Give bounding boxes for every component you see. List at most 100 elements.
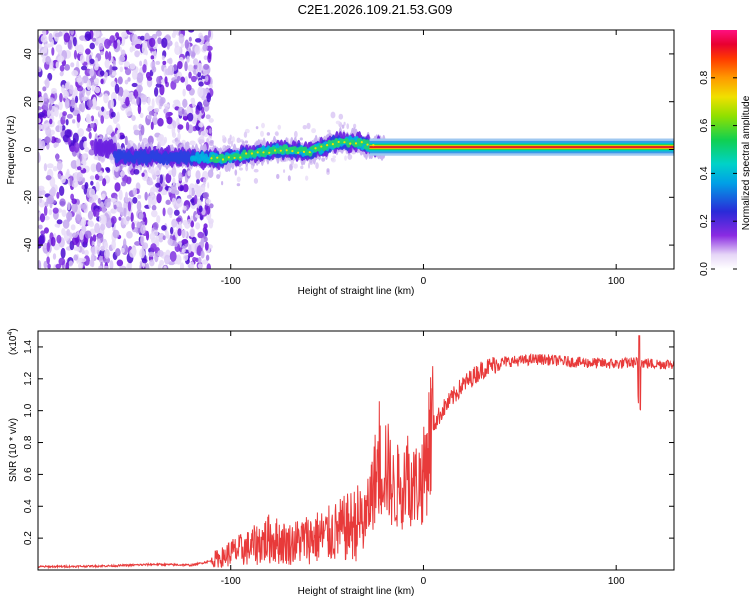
noise-speck	[110, 80, 117, 88]
noise-speck	[47, 195, 55, 204]
noise-speck	[150, 121, 154, 131]
noise-speck	[103, 241, 109, 250]
ridge-blob	[365, 139, 370, 146]
ridge-blob	[283, 144, 289, 151]
noise-speck	[201, 259, 209, 265]
noise-speck	[165, 199, 171, 205]
noise-speck	[151, 33, 158, 40]
noise-speck	[176, 75, 181, 82]
noise-speck	[147, 96, 151, 106]
noise-speck	[266, 132, 271, 136]
noise-speck	[67, 137, 72, 146]
noise-speck	[101, 193, 106, 200]
noise-speck	[194, 45, 201, 55]
noise-speck	[255, 126, 259, 130]
noise-speck	[221, 181, 224, 186]
noise-speck	[321, 157, 326, 162]
noise-speck	[55, 153, 59, 162]
noise-speck	[175, 217, 182, 222]
noise-speck	[208, 128, 212, 135]
noise-speck	[57, 173, 62, 180]
noise-speck	[155, 182, 161, 188]
noise-speck	[188, 30, 195, 33]
noise-speck	[136, 72, 144, 84]
noise-speck	[260, 130, 264, 137]
noise-speck	[47, 263, 51, 269]
noise-speck	[72, 132, 79, 144]
noise-speck	[44, 78, 50, 89]
noise-speck	[94, 86, 101, 94]
colorbar-tick-label: 0.6	[699, 118, 710, 132]
noise-speck	[43, 163, 48, 172]
noise-speck	[94, 77, 100, 85]
noise-speck	[140, 124, 145, 136]
noise-speck	[104, 50, 109, 61]
noise-speck	[81, 136, 87, 143]
noise-speck	[131, 82, 138, 88]
noise-speck	[39, 195, 43, 204]
ridge-peak	[216, 156, 219, 159]
noise-speck	[158, 237, 164, 243]
noise-speck	[124, 135, 128, 146]
ridge-peak	[314, 147, 317, 150]
x-axis-label-spectrogram: Height of straight line (km)	[298, 286, 415, 297]
noise-speck	[48, 33, 53, 43]
noise-speck	[70, 62, 75, 68]
noise-speck	[190, 261, 195, 269]
noise-speck	[206, 92, 212, 103]
noise-speck	[71, 198, 77, 205]
noise-speck	[89, 58, 95, 65]
noise-speck	[101, 106, 105, 112]
noise-speck	[131, 69, 138, 80]
noise-speck	[38, 66, 42, 73]
noise-speck	[173, 30, 177, 37]
ridge-peak	[268, 151, 271, 154]
noise-speck	[100, 223, 106, 231]
noise-speck	[148, 37, 156, 48]
noise-speck	[116, 259, 124, 267]
noise-speck	[331, 157, 336, 163]
y-tick-label: 0	[23, 146, 34, 152]
noise-speck	[83, 140, 88, 149]
noise-speck	[66, 168, 70, 177]
noise-speck	[124, 90, 130, 97]
noise-speck	[168, 261, 175, 266]
noise-speck	[179, 262, 185, 269]
noise-speck	[184, 61, 188, 72]
noise-speck	[207, 135, 213, 140]
noise-speck	[104, 59, 110, 69]
noise-speck	[178, 172, 183, 182]
noise-speck	[56, 234, 62, 244]
noise-speck	[300, 165, 304, 170]
noise-speck	[56, 160, 63, 171]
noise-speck	[202, 191, 210, 199]
ridge-peak	[250, 152, 254, 155]
noise-speck	[306, 122, 311, 130]
noise-speck	[84, 181, 89, 190]
y-axis-label-snr: SNR (10 * v/v)	[8, 418, 19, 482]
noise-speck	[181, 248, 186, 253]
noise-speck	[89, 68, 95, 77]
stable-band	[369, 146, 674, 149]
noise-speck	[73, 49, 78, 60]
noise-speck	[55, 263, 62, 269]
noise-speck	[79, 257, 87, 263]
noise-speck	[173, 209, 180, 216]
noise-speck	[161, 225, 167, 231]
noise-speck	[40, 230, 46, 235]
noise-speck	[174, 45, 181, 56]
noise-speck	[112, 229, 120, 239]
noise-speck	[164, 76, 168, 85]
noise-speck	[67, 201, 71, 211]
noise-speck	[236, 137, 241, 144]
colorbar-tick-label: 0.4	[699, 166, 710, 180]
colorbar-tick-label: 0.2	[699, 214, 710, 228]
noise-speck	[236, 176, 241, 183]
noise-speck	[200, 238, 205, 249]
noise-speck	[76, 171, 83, 182]
noise-speck	[207, 30, 212, 38]
ridge-peak	[239, 156, 242, 159]
noise-speck	[127, 111, 133, 116]
noise-speck	[59, 65, 65, 72]
noise-speck	[104, 38, 111, 49]
